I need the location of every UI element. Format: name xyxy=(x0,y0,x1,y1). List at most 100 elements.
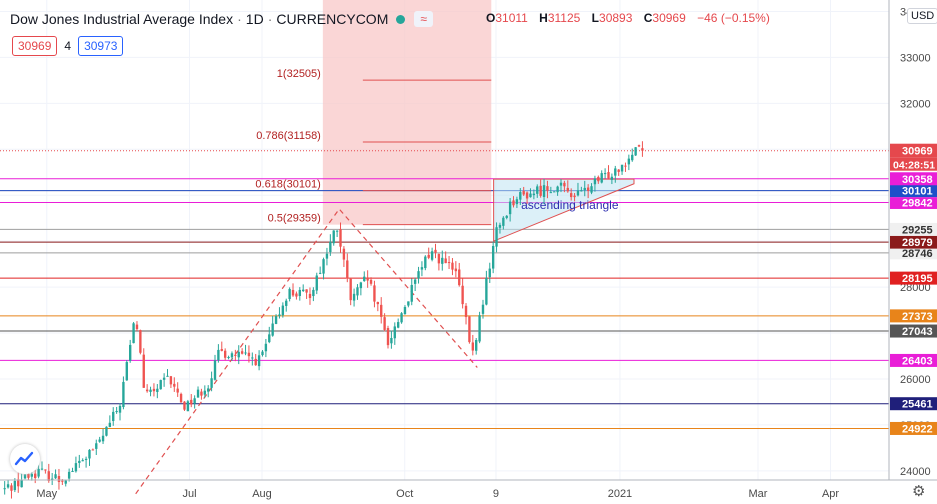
candle xyxy=(569,188,573,201)
candle xyxy=(502,216,505,230)
candle-body xyxy=(193,398,196,404)
candle xyxy=(118,403,122,421)
candle-body xyxy=(10,485,13,491)
candle-body xyxy=(285,300,288,306)
price-badge xyxy=(890,235,937,249)
price-badge-label: 30358 xyxy=(902,174,933,186)
candle xyxy=(590,183,593,195)
candle xyxy=(556,185,559,196)
fibonacci-zone xyxy=(322,0,492,225)
candle-body xyxy=(34,473,37,478)
fib-label: 0.618(30101) xyxy=(255,179,320,191)
sell-price-button[interactable]: 30969 xyxy=(12,36,58,56)
symbol-title[interactable]: Dow Jones Industrial Average Index xyxy=(10,11,234,27)
buy-price-button[interactable]: 30973 xyxy=(78,36,124,56)
candle xyxy=(166,369,169,377)
candle xyxy=(112,407,115,426)
candle-body xyxy=(95,443,98,449)
candle-body xyxy=(641,148,644,151)
candle-body xyxy=(444,258,447,264)
candle-body xyxy=(359,282,363,289)
candle xyxy=(522,186,525,196)
candle xyxy=(27,473,30,480)
candle-body xyxy=(481,304,485,314)
candle xyxy=(186,399,190,412)
candle xyxy=(498,222,502,234)
candle-body xyxy=(407,301,410,306)
candle xyxy=(254,353,257,366)
candle xyxy=(305,289,308,299)
candle-body xyxy=(390,337,393,344)
candle-body xyxy=(424,256,427,269)
price-badge-label: 29255 xyxy=(902,224,933,236)
x-tick-label: Oct xyxy=(396,488,413,500)
candle xyxy=(288,287,291,302)
candle xyxy=(390,330,393,349)
candle xyxy=(329,234,332,256)
candle-body xyxy=(522,191,525,195)
candle-body xyxy=(363,276,366,282)
candle xyxy=(512,196,515,208)
candle-body xyxy=(495,227,498,247)
indicator-badge[interactable]: ≈ xyxy=(414,11,433,27)
candle-body xyxy=(556,186,559,193)
candle-body xyxy=(84,458,88,460)
ohlc-legend: O31011 H31125 L30893 C30969 −46 (−0.15%) xyxy=(486,11,770,25)
x-tick-label: Apr xyxy=(822,488,839,500)
candle xyxy=(149,386,152,397)
candle-body xyxy=(217,349,220,361)
candle-body xyxy=(458,269,461,286)
candle-body xyxy=(427,254,430,258)
candle xyxy=(430,247,434,262)
gear-icon[interactable]: ⚙ xyxy=(912,483,926,500)
candle-body xyxy=(257,355,261,367)
candle-body xyxy=(183,401,186,410)
candle xyxy=(129,339,132,363)
candle xyxy=(30,471,34,481)
candle-body xyxy=(546,186,549,191)
candle xyxy=(285,298,288,312)
candle xyxy=(101,428,105,444)
candle xyxy=(240,348,244,355)
candle-body xyxy=(386,328,390,346)
candle xyxy=(91,448,95,451)
dashed-trendline xyxy=(135,208,478,495)
candle xyxy=(627,154,631,171)
candle xyxy=(461,278,464,309)
candle xyxy=(40,461,44,471)
price-badge-label: 24922 xyxy=(902,423,933,435)
candle-body xyxy=(251,357,254,359)
candle-body xyxy=(112,411,115,421)
source-label: CURRENCYCOM xyxy=(276,11,389,27)
candle xyxy=(223,348,227,361)
candle-body xyxy=(620,164,624,172)
interval-label[interactable]: 1D xyxy=(245,11,264,27)
x-tick-label: Jul xyxy=(182,488,196,500)
candle-body xyxy=(200,391,203,396)
candle-body xyxy=(478,315,481,342)
candle-body xyxy=(162,377,166,380)
candle xyxy=(257,350,261,371)
candle xyxy=(20,473,23,488)
candle-body xyxy=(78,460,81,463)
candle xyxy=(563,180,566,193)
candle xyxy=(525,191,529,204)
candle xyxy=(78,454,81,468)
candle-body xyxy=(420,267,424,270)
candle-body xyxy=(244,352,247,354)
currency-label[interactable]: USD xyxy=(907,8,937,24)
spread-value: 4 xyxy=(64,39,72,53)
tradingview-logo-icon[interactable] xyxy=(10,444,40,474)
candle xyxy=(586,184,590,199)
candle xyxy=(444,251,447,264)
price-badge xyxy=(890,222,937,236)
candle xyxy=(135,321,139,331)
candle-body xyxy=(563,182,566,187)
candle xyxy=(332,230,335,246)
candle xyxy=(373,280,376,308)
candle xyxy=(122,376,125,410)
candle-body xyxy=(227,357,230,359)
candle-body xyxy=(118,405,122,413)
